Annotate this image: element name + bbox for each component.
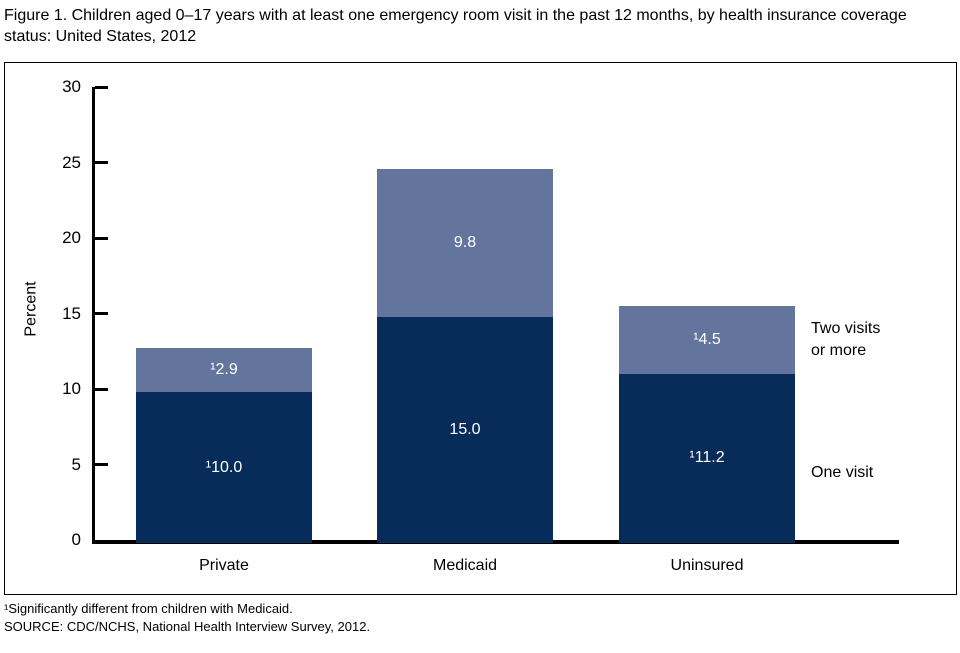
- y-tick-label: 15: [62, 304, 81, 323]
- footnote-source: SOURCE: CDC/NCHS, National Health Interv…: [4, 619, 371, 634]
- bar-value-label: ¹11.2: [689, 449, 725, 467]
- y-tick-mark: [95, 312, 108, 315]
- bar-group-uninsured: ¹11.2 ¹4.5: [619, 305, 795, 543]
- bar-segment-one-visit: 15.0: [377, 316, 553, 543]
- figure-footnotes: ¹Significantly different from children w…: [4, 600, 370, 636]
- y-tick-mark: [95, 237, 108, 240]
- y-tick-label: 5: [71, 455, 81, 474]
- category-label-private: Private: [199, 557, 249, 574]
- bar-segment-one-visit: ¹11.2: [619, 373, 795, 543]
- y-tick-label: 20: [62, 228, 81, 247]
- bar-value-label: ¹10.0: [205, 458, 243, 476]
- y-tick-mark: [95, 388, 108, 391]
- chart-area: Percent 30 25 20 15 10 5 0 ¹10.0 ¹2.9 15…: [4, 62, 957, 595]
- y-tick-mark: [95, 463, 108, 466]
- bar-segment-two-visits: ¹4.5: [619, 305, 795, 374]
- bar-value-label: 15.0: [449, 420, 481, 438]
- y-tick-label: 0: [71, 530, 81, 549]
- category-label-uninsured: Uninsured: [670, 557, 744, 574]
- y-tick-label: 30: [62, 77, 81, 96]
- y-tick-mark: [95, 86, 108, 89]
- bar-group-private: ¹10.0 ¹2.9: [136, 348, 312, 543]
- category-label-medicaid: Medicaid: [432, 557, 498, 574]
- y-axis-line: [92, 87, 95, 544]
- bar-segment-two-visits: 9.8: [377, 168, 553, 317]
- bar-value-label: 9.8: [453, 233, 477, 251]
- legend-one-visit-label: One visit: [811, 464, 874, 481]
- legend-two-visits-line2: or more: [811, 342, 867, 359]
- y-tick-label: 25: [62, 153, 81, 172]
- y-tick-label: 10: [62, 379, 81, 398]
- bar-value-label: ¹2.9: [210, 361, 238, 379]
- footnote-significance: ¹Significantly different from children w…: [4, 601, 293, 616]
- bar-segment-two-visits: ¹2.9: [136, 348, 312, 392]
- legend-two-visits-label: Two visits or more: [811, 318, 880, 362]
- bar-group-medicaid: 15.0 9.8: [377, 168, 553, 543]
- legend-two-visits-line1: Two visits: [811, 320, 881, 337]
- figure-title: Figure 1. Children aged 0–17 years with …: [4, 7, 907, 45]
- y-tick-mark: [95, 161, 108, 164]
- bar-segment-one-visit: ¹10.0: [136, 392, 312, 543]
- bar-value-label: ¹4.5: [693, 330, 721, 348]
